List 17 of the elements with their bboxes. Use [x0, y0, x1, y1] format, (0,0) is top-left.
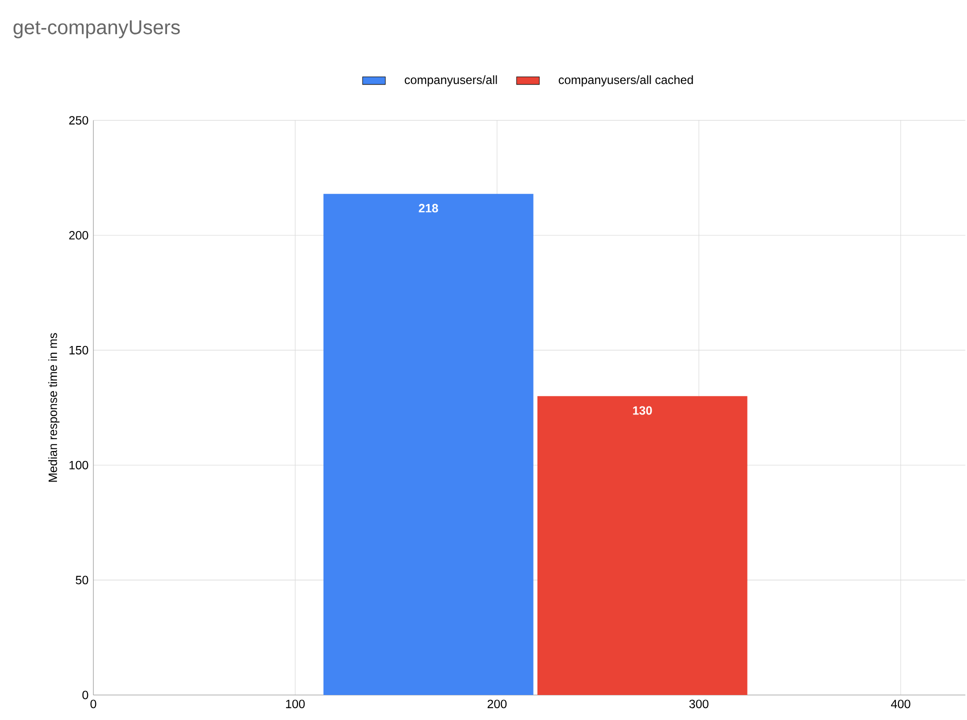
y-tick-label: 150 — [70, 346, 88, 354]
legend-label: companyusers/all — [404, 75, 497, 86]
y-tick-label: 0 — [82, 690, 88, 700]
legend-label: companyusers/all cached — [558, 75, 693, 86]
data-label: 218 — [418, 204, 438, 212]
x-tick-label: 0 — [90, 700, 96, 708]
x-tick-label: 100 — [286, 700, 305, 708]
data-label: 130 — [633, 406, 652, 415]
y-tick-label: 250 — [69, 116, 88, 125]
x-tick-label: 400 — [891, 700, 910, 708]
y-tick-label: 200 — [69, 231, 88, 240]
y-tick-label: 100 — [70, 460, 88, 470]
y-axis-title: Median response time in ms — [48, 333, 60, 482]
chart-title: get-companyUsers — [14, 20, 180, 38]
y-tick-label: 50 — [76, 576, 88, 584]
x-tick-label: 300 — [689, 700, 708, 708]
x-tick-label: 200 — [488, 700, 507, 708]
